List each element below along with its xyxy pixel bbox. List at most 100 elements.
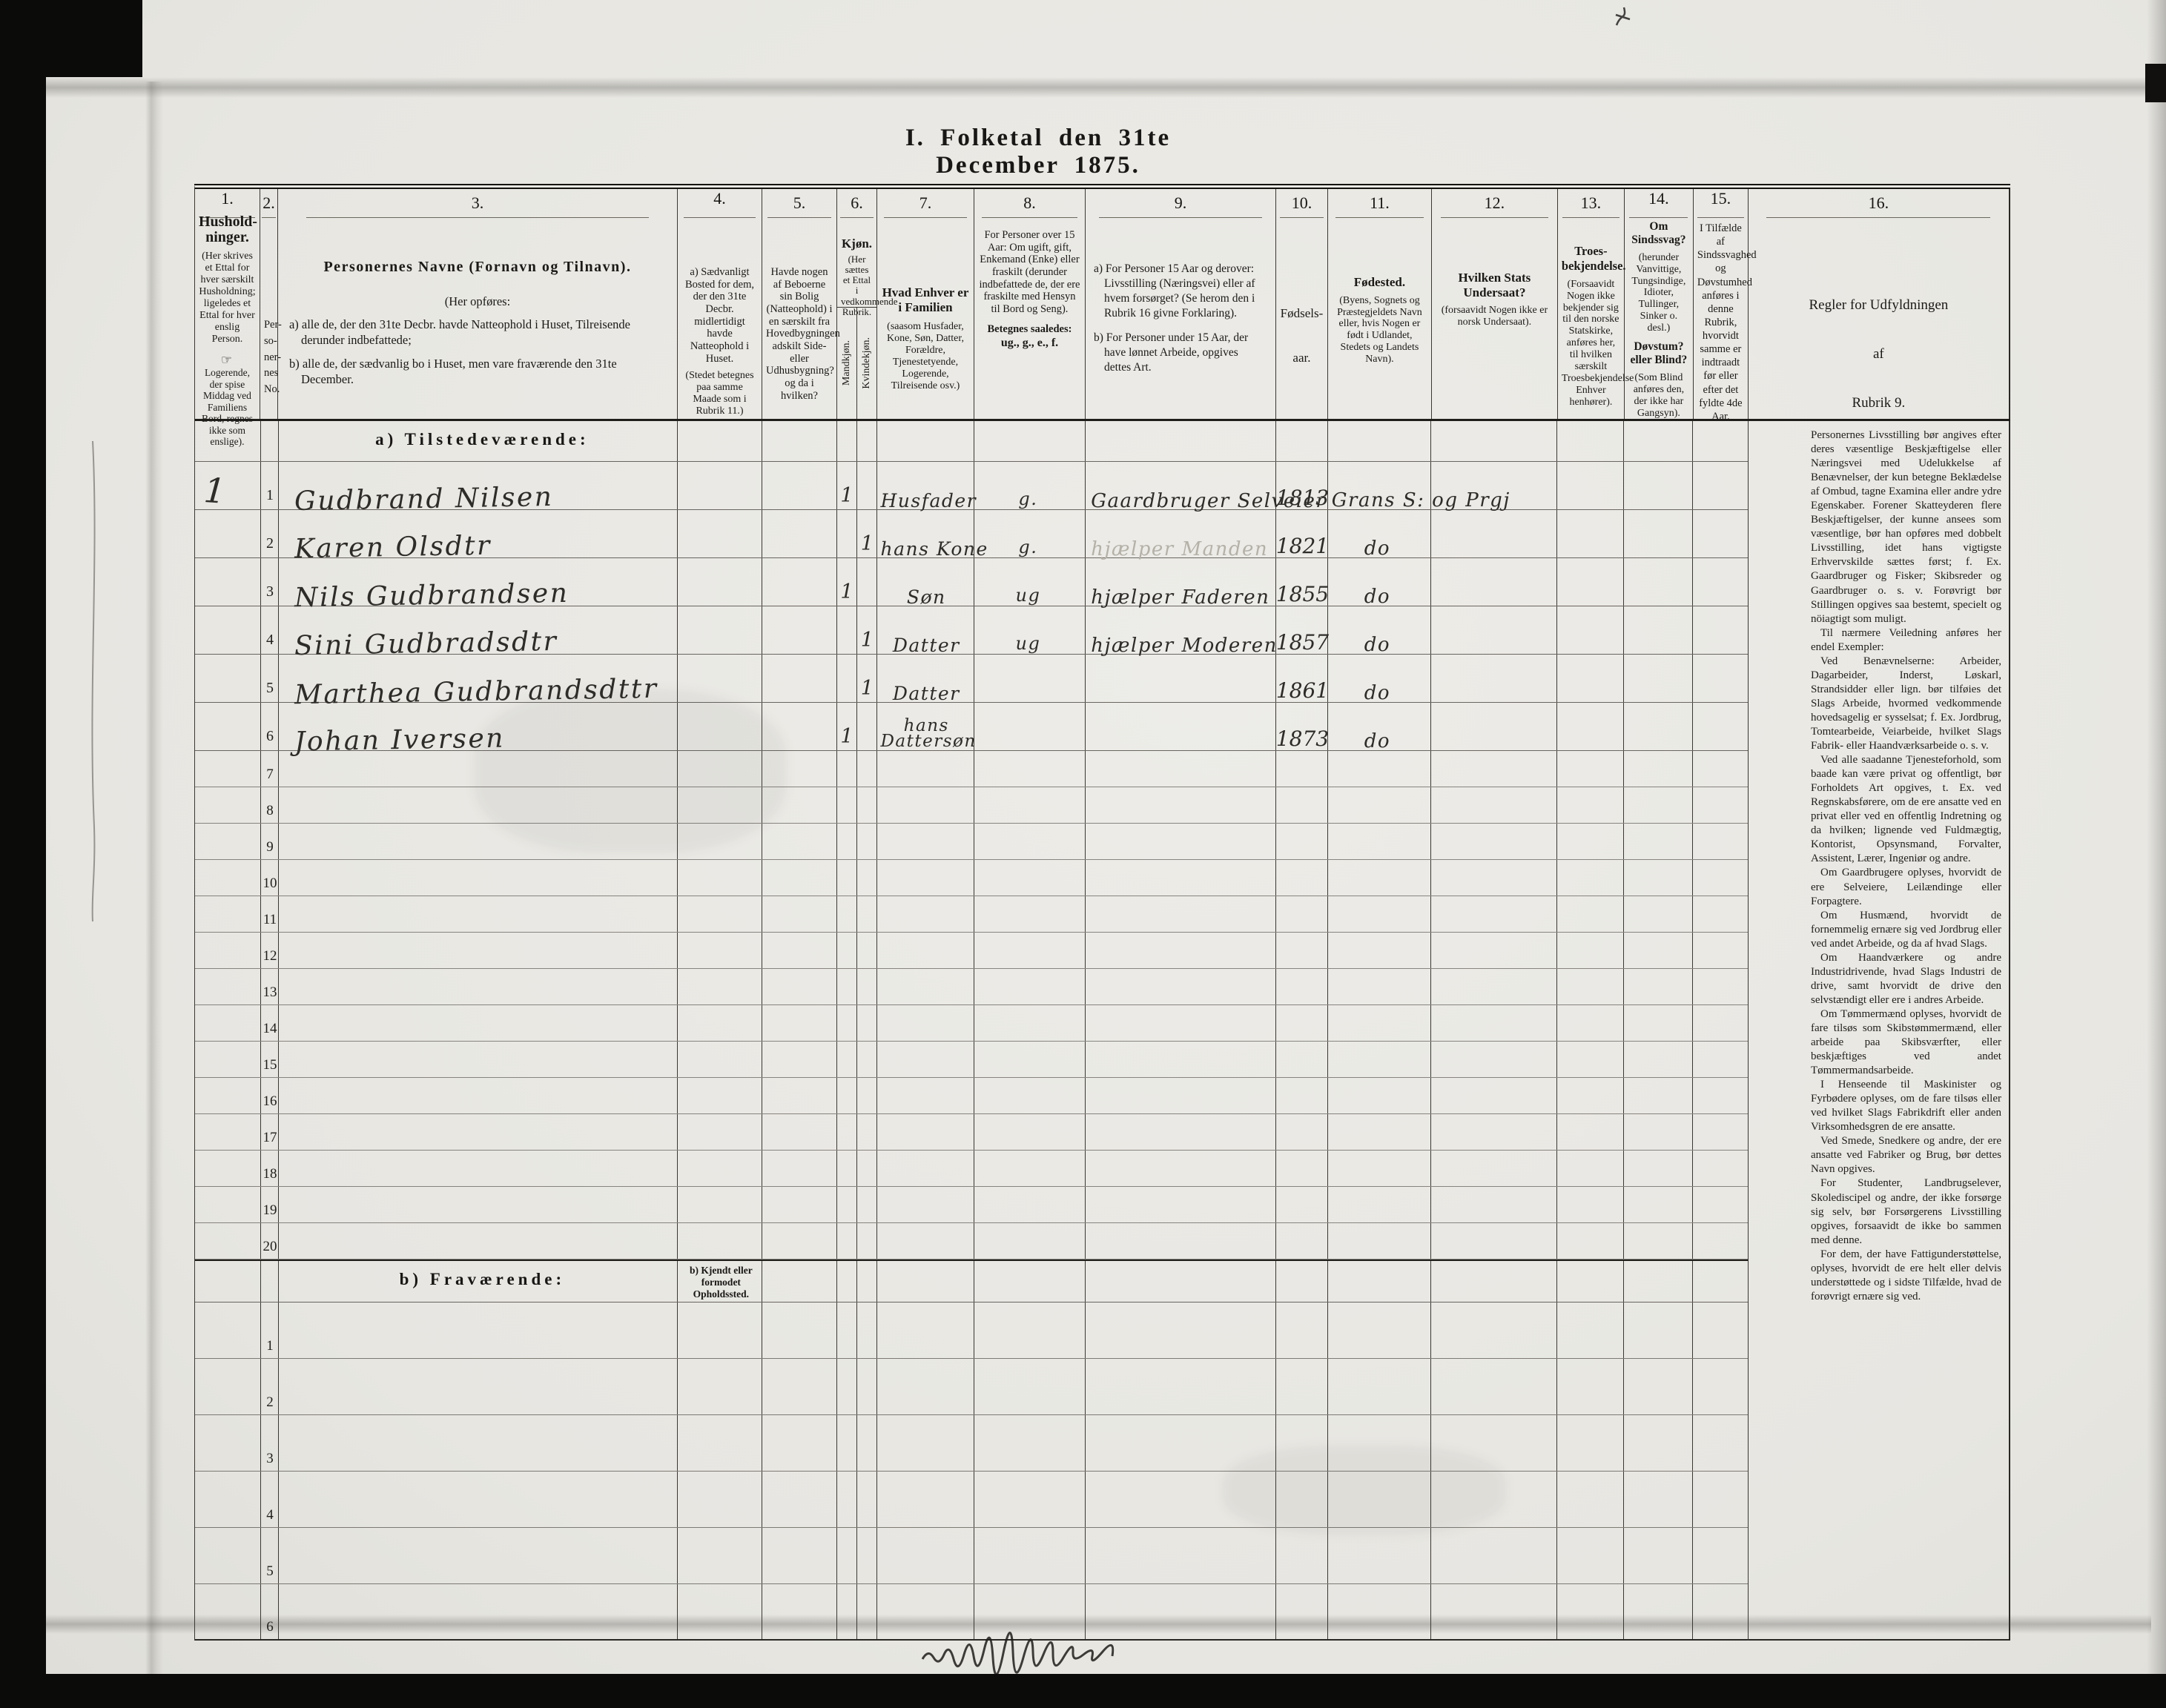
census-entry-row: 3 Nils Gudbrandsen 1 Søn ug hjælper Fade…	[195, 558, 1748, 613]
census-entry-row: 4 Sini Gudbradsdtr 1 Datter ug hjælper M…	[195, 606, 1748, 661]
sex-male-mark: 1	[840, 484, 853, 507]
row-number: 7	[266, 767, 274, 782]
birth-year: 1821	[1275, 534, 1330, 558]
rules-paragraph: Om Tømmermænd oplyses, hvorvidt de fare …	[1810, 1007, 2001, 1077]
row-number: 17	[263, 1130, 277, 1145]
column-note-b: Betegnes saaledes:	[987, 322, 1072, 335]
column-header-citizenship: 12. Hvilken Stats Undersaat? (forsaavidt…	[1432, 189, 1558, 419]
column-title-line: No.	[263, 383, 280, 395]
column-note-a: a) Sædvanligt Bosted for dem, der den 31…	[684, 266, 755, 365]
empty-entry-row: 8	[195, 787, 1748, 824]
column-header-family-position: 7. Hvad Enhver er i Familien (saasom Hus…	[877, 189, 974, 419]
row-number: 4	[266, 1507, 274, 1523]
column-title: Troes-bekjendelse.	[1561, 244, 1626, 273]
rules-paragraph: Ved Benævnelserne: Arbeider, Dagarbeider…	[1810, 655, 2001, 752]
birthplace: do	[1364, 730, 1391, 752]
row-number: 18	[263, 1166, 277, 1182]
empty-entry-row: 20	[195, 1223, 1748, 1260]
row-number: 14	[263, 1021, 277, 1036]
rules-paragraph: Til nærmere Veiledning anføres her endel…	[1810, 626, 2001, 653]
column-number: 4.	[678, 189, 762, 208]
column-note: Havde nogen af Beboerne sin Bolig (Natte…	[766, 266, 840, 402]
rules-paragraph: Om Gaardbrugere oplyses, hvorvidt de ere…	[1810, 867, 2001, 907]
column-header-birthplace: 11. Fødested. (Byens, Sognets og Præsteg…	[1328, 189, 1432, 419]
rules-title-line: Rubrik 9.	[1852, 394, 1906, 411]
absent-entry-row: 1	[195, 1302, 1748, 1359]
column-title2: Døvstum? eller Blind?	[1630, 340, 1688, 367]
column-number: 14.	[1625, 189, 1693, 208]
occupation: hjælper Faderen	[1091, 586, 1270, 609]
family-position: Datter	[892, 683, 960, 704]
census-entry-row: 5 Marthea Gudbrandsdttr 1 Datter 1861 do	[195, 655, 1748, 710]
scan-top-streak	[44, 77, 2151, 98]
absent-entry-row: 4	[195, 1472, 1748, 1528]
column-number: 5.	[762, 189, 836, 217]
row-number: 11	[263, 912, 277, 927]
sex-female-mark: 1	[860, 532, 874, 555]
family-position: Husfader	[880, 490, 977, 512]
column-title-line: Per-	[263, 319, 282, 331]
column-number: 11.	[1328, 189, 1431, 217]
row-number: 6	[259, 1619, 281, 1635]
column-note-a: a) For Personer 15 Aar og derover: Livss…	[1093, 262, 1255, 320]
sex-male-mark: 1	[840, 725, 853, 748]
scan-edge-left	[0, 0, 46, 1708]
census-table: 1. Hushold-ninger. (Her skrives et Ettal…	[194, 184, 2010, 1641]
column-number: 2.	[260, 189, 277, 217]
column-note: (saasom Husfader, Kone, Søn, Datter, For…	[886, 320, 964, 391]
column-header-rules: 16. Regler for Udfyldningen af Rubrik 9.	[1749, 189, 2010, 419]
person-number: 4	[266, 632, 274, 648]
rules-paragraph: I Henseende til Maskinister og Fyrbødere…	[1810, 1079, 2001, 1133]
column-header-occupation: 9. a) For Personer 15 Aar og derover: Li…	[1086, 189, 1276, 419]
birth-year: 1857	[1275, 630, 1330, 655]
empty-entry-row: 19	[195, 1187, 1748, 1223]
empty-entry-row: 17	[195, 1114, 1748, 1151]
sex-female-mark: 1	[860, 629, 874, 652]
row-number: 5	[266, 1563, 274, 1579]
section-a-header-row: a) Tilstedeværende:	[195, 421, 1748, 462]
marital-status: g.	[1018, 537, 1038, 557]
birthplace: do	[1364, 682, 1391, 704]
family-position: hans Dattersøn	[880, 715, 977, 751]
empty-entry-row: 18	[195, 1151, 1748, 1187]
column-header-outbuilding: 5. Havde nogen af Beboerne sin Bolig (Na…	[762, 189, 840, 419]
absent-entry-row: 5	[195, 1528, 1748, 1584]
column-number: 10.	[1276, 189, 1327, 217]
occupation: hjælper Moderen	[1091, 635, 1278, 657]
empty-entry-row: 12	[195, 933, 1748, 969]
column-number: 7.	[877, 189, 974, 217]
column-note-c: ug., g., e., f.	[1000, 337, 1059, 350]
column-note2: (Som Blind anføres den, der ikke har Gan…	[1633, 371, 1685, 419]
column-title: Kjøn.	[841, 236, 873, 251]
column-header-disabilities: 14. Om Sindssvag? (herunder Vanvittige, …	[1625, 189, 1694, 419]
row-number: 12	[263, 948, 277, 964]
column-note-b: b) For Personer under 15 Aar, der have l…	[1093, 331, 1249, 374]
column-number: 6.	[837, 189, 876, 217]
column-note-a: a) alle de, der den 31te Decbr. havde Na…	[288, 317, 630, 348]
column-note: (Her opføres:	[444, 294, 511, 308]
census-entry-row: 2 Karen Olsdtr 1 hans Kone g. hjælper Ma…	[195, 510, 1748, 564]
birthplace: do	[1364, 586, 1391, 608]
occupation: Gaardbruger Selveier	[1091, 490, 1327, 512]
handwritten-squiggle	[921, 1632, 1115, 1676]
row-number: 16	[263, 1093, 277, 1109]
column-title: Hvad Enhver er i Familien	[882, 285, 969, 315]
row-number: 3	[266, 1451, 274, 1466]
marital-status: ug	[1015, 585, 1041, 606]
table-header-row: 1. Hushold-ninger. (Her skrives et Ettal…	[195, 189, 2010, 447]
column-header-religion: 13. Troes-bekjendelse. (Forsaavidt Nogen…	[1558, 189, 1634, 419]
absent-entry-row: 3	[195, 1415, 1748, 1472]
rules-paragraph: For Studenter, Landbrugselever, Skoledis…	[1810, 1177, 2001, 1246]
person-number: 2	[266, 535, 274, 552]
household-number: 1	[202, 469, 228, 512]
column-number: 3.	[278, 189, 677, 217]
pencil-stroke	[91, 440, 96, 922]
column-header-disability-onset: 15. I Tilfælde af Sindssvaghed og Døvstu…	[1694, 189, 1757, 423]
column-note: (Byens, Sognets og Præstegjeldets Navn e…	[1337, 294, 1422, 365]
column-number: 1.	[195, 189, 260, 208]
row-number: 13	[263, 984, 277, 1000]
marital-status: ug	[1015, 633, 1041, 654]
family-position: Datter	[892, 635, 960, 656]
birth-year: 1813	[1275, 486, 1330, 510]
